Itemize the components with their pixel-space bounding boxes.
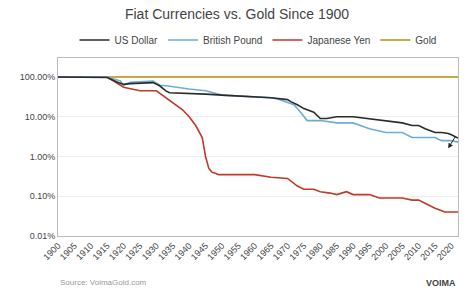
- svg-text:1985: 1985: [320, 241, 341, 262]
- svg-text:Gold: Gold: [415, 35, 436, 46]
- svg-text:1915: 1915: [91, 241, 112, 262]
- svg-text:1920: 1920: [107, 241, 128, 262]
- svg-text:US Dollar: US Dollar: [115, 35, 158, 46]
- svg-text:1940: 1940: [173, 241, 194, 262]
- svg-text:1980: 1980: [304, 241, 325, 262]
- svg-text:VOIMA: VOIMA: [426, 278, 456, 288]
- svg-text:1930: 1930: [140, 241, 161, 262]
- svg-text:2020: 2020: [435, 241, 456, 262]
- svg-text:1.00%: 1.00%: [30, 152, 56, 162]
- svg-text:British Pound: British Pound: [203, 35, 262, 46]
- svg-text:2015: 2015: [418, 241, 439, 262]
- svg-text:2000: 2000: [369, 241, 390, 262]
- svg-text:100.00%: 100.00%: [20, 72, 56, 82]
- svg-text:10.00%: 10.00%: [25, 112, 56, 122]
- svg-text:1910: 1910: [74, 241, 95, 262]
- svg-text:1960: 1960: [238, 241, 259, 262]
- svg-text:0.01%: 0.01%: [30, 231, 56, 241]
- svg-text:1990: 1990: [336, 241, 357, 262]
- svg-text:Japanese Yen: Japanese Yen: [307, 35, 370, 46]
- svg-text:1950: 1950: [205, 241, 226, 262]
- svg-text:1905: 1905: [58, 241, 79, 262]
- svg-text:1900: 1900: [41, 241, 62, 262]
- svg-text:1955: 1955: [222, 241, 243, 262]
- svg-text:0.10%: 0.10%: [30, 191, 56, 201]
- svg-text:1965: 1965: [254, 241, 275, 262]
- svg-text:1935: 1935: [156, 241, 177, 262]
- svg-text:1970: 1970: [271, 241, 292, 262]
- svg-text:2005: 2005: [386, 241, 407, 262]
- svg-text:Source: VoimaGold.com: Source: VoimaGold.com: [60, 278, 147, 287]
- svg-text:Fiat Currencies vs. Gold Since: Fiat Currencies vs. Gold Since 1900: [125, 6, 349, 22]
- svg-text:2010: 2010: [402, 241, 423, 262]
- svg-text:1975: 1975: [287, 241, 308, 262]
- svg-text:1925: 1925: [123, 241, 144, 262]
- svg-text:1995: 1995: [353, 241, 374, 262]
- svg-text:1945: 1945: [189, 241, 210, 262]
